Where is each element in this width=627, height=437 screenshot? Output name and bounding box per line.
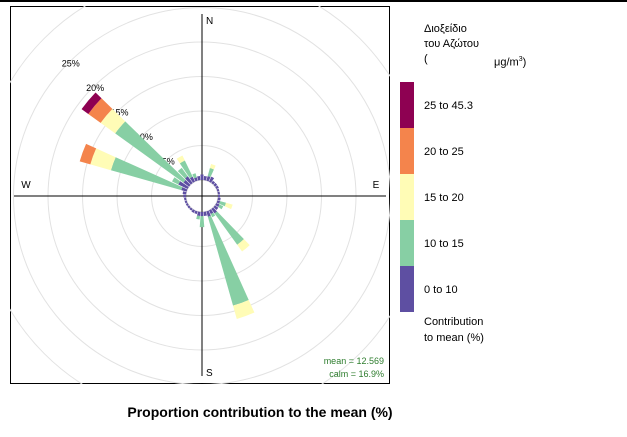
rose-segment (216, 188, 220, 192)
legend-label: 0 to 10 (424, 284, 458, 296)
direction-label: N (206, 16, 213, 27)
rose-segment (90, 148, 116, 171)
rose-segment (200, 174, 204, 181)
rose-segment (203, 175, 207, 181)
legend-label: 15 to 20 (424, 192, 464, 204)
rose-segment (206, 210, 211, 217)
rose-segment (213, 205, 219, 211)
rose-segment (187, 205, 191, 209)
legend-title-line: του Αζώτου (424, 38, 479, 50)
rose-segment (216, 200, 221, 204)
radial-tick-label: 10% (135, 132, 153, 142)
rose-segment (237, 239, 250, 252)
legend-title-line: Διοξείδιο (424, 23, 467, 35)
calm-annotation: calm = 16.9% (329, 369, 384, 379)
rose-segment (209, 164, 216, 170)
legend: Διοξείδιο του Αζώτου ( μg/m3) 25 to 45.3… (400, 20, 620, 350)
rose-segment (184, 197, 187, 201)
grid-circle (13, 7, 390, 384)
rose-segment (115, 121, 186, 183)
rose-segment (200, 211, 204, 217)
radial-tick-label: 25% (62, 59, 80, 69)
radial-tick-label: 5% (162, 156, 175, 166)
rose-segment (182, 191, 187, 195)
legend-unit-sup: 3 (518, 56, 523, 63)
rose-segment (185, 202, 189, 207)
rose-segment (181, 187, 188, 192)
rose-segment (110, 157, 183, 191)
legend-swatch-25-45 (400, 82, 414, 128)
rose-segment (183, 194, 187, 198)
direction-label: S (206, 368, 213, 379)
radial-tick-label: 15% (110, 108, 128, 118)
legend-label: 10 to 15 (424, 238, 464, 250)
rose-segment (189, 207, 193, 211)
rose-segment (208, 176, 215, 183)
rose-segment (233, 299, 255, 319)
rose-segment (197, 175, 201, 181)
rose-segment (88, 98, 113, 123)
legend-title: Διοξείδιο του Αζώτου ( μg/m3) (424, 22, 526, 69)
rose-segment (217, 194, 221, 198)
legend-footer: Contribution to mean (%) (424, 314, 484, 346)
rose-segment (215, 185, 219, 190)
rose-segment (189, 176, 196, 183)
rose-segment (208, 209, 214, 215)
legend-swatch-15-20 (400, 174, 414, 220)
rose-segment (217, 191, 220, 195)
legend-title-line: ( (424, 53, 428, 65)
rose-segment (79, 143, 97, 165)
rose-segment (194, 177, 198, 182)
rose-segment (224, 202, 233, 210)
rose-segment (81, 92, 102, 114)
rose-segment (196, 215, 200, 220)
rose-segment (215, 202, 220, 207)
rose-segment (176, 155, 185, 164)
legend-unit: μg/m3) (494, 52, 526, 71)
rose-segment (197, 211, 201, 217)
legend-label: 25 to 45.3 (424, 100, 473, 112)
mean-annotation: mean = 12.569 (324, 356, 384, 366)
legend-unit-text: μg/m (494, 56, 519, 69)
rose-segment (213, 182, 218, 187)
legend-label: 20 to 25 (424, 146, 464, 158)
rose-segment (100, 108, 126, 134)
direction-label: W (21, 180, 31, 191)
radial-tick-label: 20% (86, 83, 104, 93)
legend-swatch-20-25 (400, 128, 414, 174)
rose-segment (172, 177, 181, 185)
rose-segment (177, 167, 188, 179)
rose-segment (217, 197, 221, 201)
rose-segment (191, 209, 196, 213)
rose-segment (183, 180, 191, 187)
rose-segment (214, 211, 244, 245)
legend-unit-close: ) (522, 56, 527, 69)
rose-segment (184, 200, 188, 204)
rose-segment (219, 201, 227, 207)
direction-label: E (373, 180, 380, 191)
rose-segment (199, 216, 205, 228)
plot-frame (10, 6, 390, 384)
rose-segment (178, 181, 189, 190)
rose-segment (192, 173, 197, 179)
rose-segment (194, 210, 198, 215)
legend-swatch-10-15 (400, 220, 414, 266)
rose-segment (211, 180, 216, 185)
chart-caption: Proportion contribution to the mean (%) (127, 404, 393, 420)
rose-segment (203, 211, 207, 217)
rose-segment (206, 175, 211, 182)
rose-segment (185, 176, 193, 185)
pollution-rose-chart: N E S W 5% 10% 15% 20% 25% mean = 12.569 calm = 16… (10, 6, 390, 384)
legend-footer-line: to mean (%) (424, 332, 484, 344)
rose-segment (218, 204, 224, 210)
rose-segment (210, 212, 216, 218)
legend-swatch-0-10 (400, 266, 414, 312)
legend-footer-line: Contribution (424, 316, 484, 328)
rose-segment (211, 207, 218, 214)
rose-segment (207, 215, 249, 306)
rose-segment (179, 160, 193, 179)
rose-segment (207, 167, 214, 178)
top-rule (0, 0, 627, 2)
